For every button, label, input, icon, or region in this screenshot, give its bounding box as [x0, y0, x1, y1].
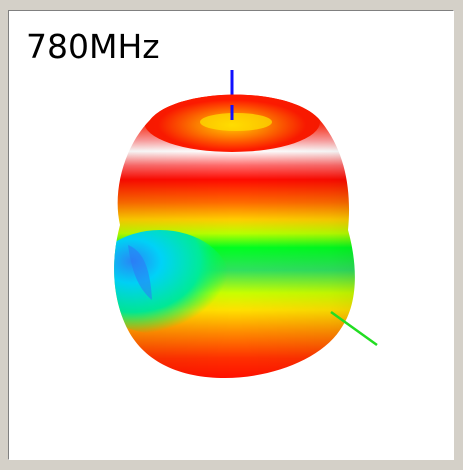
y-axis-line — [330, 310, 378, 347]
frequency-label: 780MHz — [26, 27, 160, 66]
radiation-lobe — [114, 94, 355, 378]
